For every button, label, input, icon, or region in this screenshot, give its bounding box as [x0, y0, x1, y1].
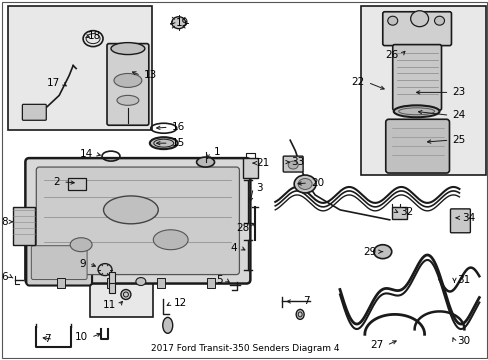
Ellipse shape: [294, 175, 315, 193]
Ellipse shape: [196, 157, 214, 167]
Ellipse shape: [171, 17, 185, 29]
FancyBboxPatch shape: [449, 209, 469, 233]
Text: 21: 21: [256, 158, 269, 168]
Text: 9: 9: [80, 258, 86, 269]
FancyBboxPatch shape: [283, 156, 303, 172]
Text: 12: 12: [173, 298, 186, 309]
Text: 32: 32: [399, 207, 412, 217]
Bar: [360, 6, 486, 175]
Text: 30: 30: [456, 336, 469, 346]
FancyBboxPatch shape: [22, 104, 46, 120]
Ellipse shape: [434, 16, 444, 25]
Text: 28: 28: [236, 223, 249, 233]
Ellipse shape: [296, 310, 304, 319]
Ellipse shape: [387, 16, 397, 25]
Text: 7: 7: [43, 334, 50, 344]
Text: 24: 24: [451, 110, 465, 120]
Text: 7: 7: [303, 296, 309, 306]
Bar: [90, 255, 152, 318]
Bar: [8, 6, 151, 130]
Bar: [206, 278, 214, 288]
Text: 2017 Ford Transit-350 Senders Diagram 4: 2017 Ford Transit-350 Senders Diagram 4: [150, 344, 339, 353]
FancyBboxPatch shape: [26, 242, 92, 285]
FancyBboxPatch shape: [36, 167, 239, 275]
Text: 2: 2: [54, 177, 60, 187]
Text: 34: 34: [462, 213, 475, 223]
Text: 22: 22: [351, 77, 364, 87]
Text: 4: 4: [230, 243, 237, 253]
Bar: [23, 105, 45, 119]
Text: 23: 23: [451, 87, 465, 98]
Text: 19: 19: [175, 18, 188, 28]
Text: 13: 13: [143, 71, 157, 81]
Ellipse shape: [287, 161, 298, 169]
FancyBboxPatch shape: [385, 119, 448, 173]
Text: 3: 3: [256, 183, 263, 193]
FancyBboxPatch shape: [25, 158, 250, 284]
Ellipse shape: [98, 264, 112, 275]
FancyBboxPatch shape: [107, 44, 148, 125]
Text: 20: 20: [310, 178, 324, 188]
Text: 25: 25: [451, 135, 465, 145]
Ellipse shape: [111, 42, 144, 55]
Ellipse shape: [136, 278, 145, 285]
Bar: [107, 278, 115, 288]
Bar: [391, 207, 406, 219]
Ellipse shape: [393, 105, 439, 117]
FancyBboxPatch shape: [392, 45, 441, 110]
Ellipse shape: [410, 11, 427, 27]
Bar: [157, 278, 164, 288]
Text: 15: 15: [171, 138, 184, 148]
Text: 14: 14: [80, 149, 93, 159]
Ellipse shape: [117, 95, 139, 105]
Bar: [57, 278, 65, 288]
Text: 33: 33: [290, 157, 304, 167]
Text: 26: 26: [385, 50, 398, 59]
Text: 6: 6: [1, 271, 7, 282]
Text: 5: 5: [215, 275, 222, 284]
Text: 27: 27: [370, 340, 383, 350]
Ellipse shape: [103, 196, 158, 224]
Bar: [243, 158, 258, 178]
Bar: [13, 207, 35, 245]
Text: 16: 16: [171, 122, 184, 132]
Text: 8: 8: [1, 217, 7, 227]
Ellipse shape: [70, 238, 92, 252]
FancyBboxPatch shape: [382, 12, 450, 46]
FancyBboxPatch shape: [31, 246, 87, 280]
Text: 10: 10: [75, 332, 88, 342]
Text: 29: 29: [363, 247, 376, 257]
Text: 1: 1: [213, 147, 220, 157]
Text: 17: 17: [47, 78, 60, 89]
Ellipse shape: [163, 318, 172, 333]
Bar: [109, 271, 115, 293]
Ellipse shape: [373, 245, 391, 258]
Text: 18: 18: [88, 31, 101, 41]
Ellipse shape: [298, 179, 311, 189]
Ellipse shape: [121, 289, 131, 300]
Bar: [68, 178, 86, 190]
Ellipse shape: [153, 230, 188, 250]
Ellipse shape: [149, 137, 177, 149]
Ellipse shape: [114, 73, 142, 87]
Text: 31: 31: [456, 275, 470, 284]
Text: 11: 11: [102, 301, 116, 310]
